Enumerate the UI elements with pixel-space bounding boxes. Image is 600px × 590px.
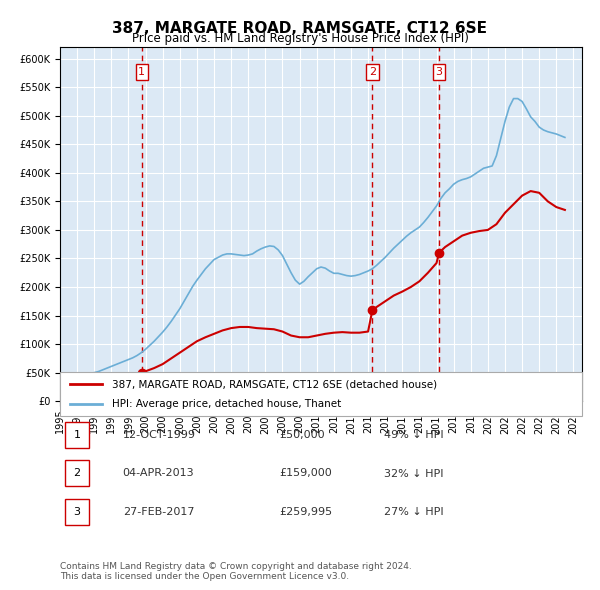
Text: 32% ↓ HPI: 32% ↓ HPI [383, 468, 443, 478]
Text: 04-APR-2013: 04-APR-2013 [122, 468, 194, 478]
Text: 3: 3 [436, 67, 443, 77]
Text: 2: 2 [73, 468, 80, 478]
Text: 12-OCT-1999: 12-OCT-1999 [122, 430, 196, 440]
Text: £159,000: £159,000 [279, 468, 332, 478]
Text: HPI: Average price, detached house, Thanet: HPI: Average price, detached house, Than… [112, 399, 341, 408]
FancyBboxPatch shape [65, 422, 89, 448]
Text: 1: 1 [139, 67, 145, 77]
FancyBboxPatch shape [60, 372, 582, 416]
Text: 27% ↓ HPI: 27% ↓ HPI [383, 507, 443, 517]
Text: 49% ↓ HPI: 49% ↓ HPI [383, 430, 443, 440]
Text: 387, MARGATE ROAD, RAMSGATE, CT12 6SE: 387, MARGATE ROAD, RAMSGATE, CT12 6SE [113, 21, 487, 35]
Text: 3: 3 [73, 507, 80, 517]
Text: 387, MARGATE ROAD, RAMSGATE, CT12 6SE (detached house): 387, MARGATE ROAD, RAMSGATE, CT12 6SE (d… [112, 379, 437, 389]
FancyBboxPatch shape [65, 499, 89, 525]
Text: 1: 1 [73, 430, 80, 440]
Text: Contains HM Land Registry data © Crown copyright and database right 2024.
This d: Contains HM Land Registry data © Crown c… [60, 562, 412, 581]
Text: 2: 2 [369, 67, 376, 77]
Text: £259,995: £259,995 [279, 507, 332, 517]
Text: 27-FEB-2017: 27-FEB-2017 [122, 507, 194, 517]
FancyBboxPatch shape [65, 460, 89, 486]
Text: £50,000: £50,000 [279, 430, 325, 440]
Text: Price paid vs. HM Land Registry's House Price Index (HPI): Price paid vs. HM Land Registry's House … [131, 32, 469, 45]
